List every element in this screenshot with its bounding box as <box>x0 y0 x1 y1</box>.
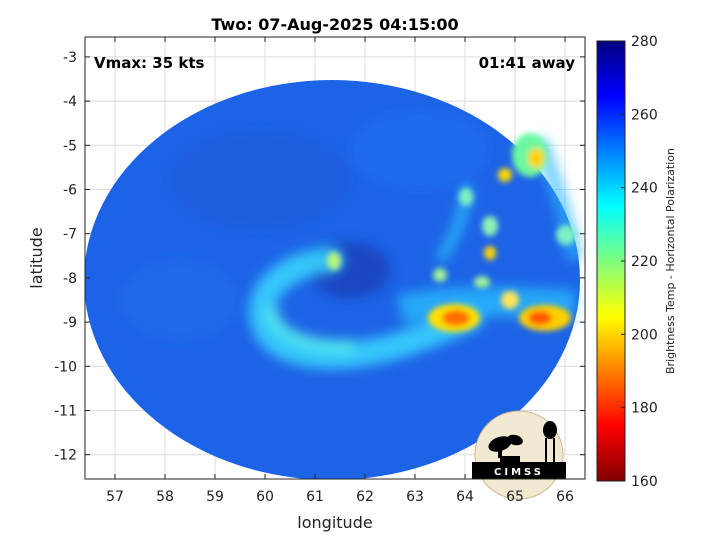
y-axis-label: latitude <box>27 227 46 288</box>
colorbar-tick-label: 220 <box>631 254 658 270</box>
colorbar <box>596 40 626 482</box>
logo-text: CIMSS <box>494 467 544 478</box>
convective-cells <box>327 133 576 332</box>
x-axis-label: longitude <box>297 513 372 532</box>
colorbar-ticks: 280 260 240 220 200 180 160 <box>621 34 658 490</box>
x-tick-label: 58 <box>156 489 174 505</box>
colorbar-tick-label: 260 <box>631 107 658 123</box>
vmax-annotation: Vmax: 35 kts <box>94 54 204 72</box>
y-tick-label: -5 <box>63 138 77 154</box>
y-tick-label: -10 <box>54 359 77 375</box>
y-tick-label: -7 <box>63 227 77 243</box>
cimss-logo: CIMSS <box>472 410 566 500</box>
y-tick-label: -3 <box>63 50 77 66</box>
y-tick-label: -9 <box>63 315 77 331</box>
colorbar-tick-label: 180 <box>631 401 658 417</box>
x-tick-label: 66 <box>556 489 574 505</box>
y-tick-label: -8 <box>63 271 77 287</box>
x-tick-label: 61 <box>306 489 324 505</box>
colorbar-tick-label: 160 <box>631 474 658 490</box>
colorbar-tick-label: 200 <box>631 327 658 343</box>
y-axis: -3 -4 -5 -6 -7 -8 -9 -10 -11 -12 <box>54 50 585 464</box>
colorbar-tick-label: 280 <box>631 34 658 50</box>
swath-texture <box>120 110 490 340</box>
x-tick-label: 62 <box>356 489 374 505</box>
brightness-swath <box>85 80 582 479</box>
colorbar-tick-label: 240 <box>631 181 658 197</box>
chart-title: Two: 07-Aug-2025 04:15:00 <box>211 15 458 34</box>
x-tick-label: 63 <box>406 489 424 505</box>
time-away-annotation: 01:41 away <box>479 54 576 72</box>
cloud-band <box>248 137 582 369</box>
x-tick-label: 64 <box>456 489 474 505</box>
y-tick-label: -11 <box>54 403 77 419</box>
colorbar-label: Brightness Temp - Horizontal Polarizatio… <box>664 148 677 374</box>
y-tick-label: -6 <box>63 182 77 198</box>
x-axis: 57 58 59 60 61 62 63 64 65 66 <box>106 37 574 505</box>
y-tick-label: -12 <box>54 448 77 464</box>
x-tick-label: 57 <box>106 489 124 505</box>
plot-frame <box>84 36 586 480</box>
y-tick-label: -4 <box>63 94 77 110</box>
x-tick-label: 59 <box>206 489 224 505</box>
x-tick-label: 65 <box>506 489 524 505</box>
x-tick-label: 60 <box>256 489 274 505</box>
